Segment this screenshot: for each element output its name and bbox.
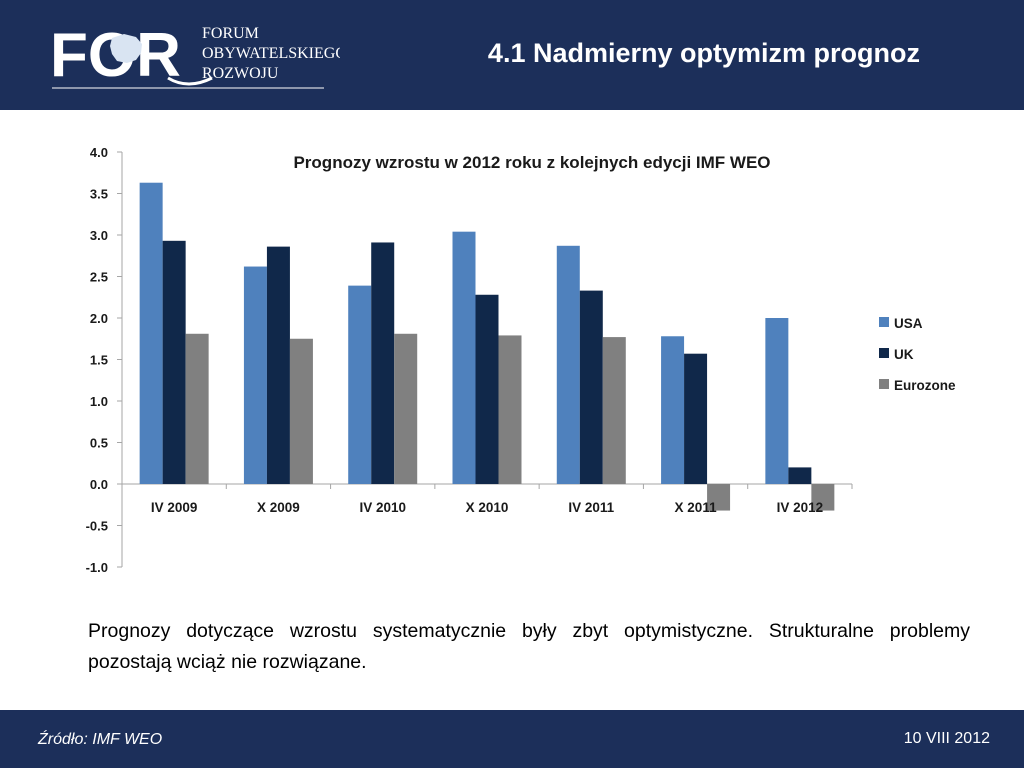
- footer-bar: Źródło: IMF WEO 10 VIII 2012: [0, 710, 1024, 768]
- bar-uk-x-2010: [475, 294, 499, 484]
- y-tick-label: 3.0: [90, 228, 108, 243]
- bar-uk-iv-2009: [162, 240, 186, 484]
- bar-usa-x-2009: [243, 266, 267, 484]
- y-tick-label: 3.5: [90, 187, 108, 202]
- bar-eurozone-iv-2009: [185, 333, 209, 484]
- for-logo: FOR FORUM OBYWATELSKIEGO ROZWOJU: [50, 21, 340, 90]
- x-category-label: X 2011: [675, 500, 718, 515]
- y-tick-label: 2.0: [90, 311, 108, 326]
- date-label: 10 VIII 2012: [903, 730, 990, 747]
- y-tick-label: 1.5: [90, 353, 108, 368]
- bar-uk-iv-2012: [788, 467, 812, 484]
- logo-swoosh: [167, 76, 213, 86]
- y-tick-label: -1.0: [86, 560, 108, 575]
- logo-line-3: ROZWOJU: [202, 65, 279, 82]
- source-note: Źródło: IMF WEO: [38, 731, 163, 748]
- header-bar: FOR FORUM OBYWATELSKIEGO ROZWOJU 4.1 Nad…: [0, 0, 1024, 110]
- x-category-label: IV 2009: [151, 500, 198, 515]
- x-category-label: X 2009: [257, 500, 300, 515]
- slide-title: 4.1 Nadmierny optymizm prognoz: [487, 38, 920, 68]
- y-tick-label: 0.5: [90, 436, 108, 451]
- y-tick-label: 4.0: [90, 145, 108, 160]
- chart-title: Prognozy wzrostu w 2012 roku z kolejnych…: [293, 153, 770, 172]
- x-category-label: IV 2011: [568, 500, 614, 515]
- y-tick-label: 1.0: [90, 394, 108, 409]
- legend-swatch-eurozone: [879, 379, 889, 389]
- bar-usa-iv-2010: [348, 285, 372, 484]
- bar-eurozone-x-2010: [498, 335, 522, 484]
- bar-usa-iv-2011: [556, 245, 580, 484]
- x-category-label: X 2010: [466, 500, 509, 515]
- legend-swatch-uk: [879, 348, 889, 358]
- bar-uk-x-2011: [684, 353, 708, 484]
- x-category-label: IV 2012: [777, 500, 824, 515]
- bar-usa-x-2010: [452, 231, 476, 484]
- legend-label-eurozone: Eurozone: [894, 378, 956, 393]
- bar-usa-iv-2009: [139, 182, 163, 484]
- x-category-label: IV 2010: [359, 500, 406, 515]
- bar-uk-iv-2010: [371, 242, 395, 484]
- legend-label-usa: USA: [894, 316, 923, 331]
- y-tick-label: 0.0: [90, 477, 108, 492]
- bar-usa-x-2011: [661, 336, 685, 484]
- bar-uk-x-2009: [266, 246, 290, 484]
- logo-line-2: OBYWATELSKIEGO: [202, 45, 340, 62]
- legend-label-uk: UK: [894, 347, 914, 362]
- description-text: Prognozy dotyczące wzrostu systematyczni…: [88, 620, 970, 673]
- growth-forecast-chart: 4.0 3.5 3.0 2.5 2.0 1.5 1.0 0.5 0.0 -0.5 -1.0 IV 20…: [86, 145, 956, 575]
- bar-eurozone-x-2009: [289, 338, 313, 484]
- bar-eurozone-iv-2010: [394, 333, 418, 484]
- bar-uk-iv-2011: [579, 290, 603, 484]
- bar-eurozone-x-2011: [707, 484, 731, 511]
- legend-swatch-usa: [879, 317, 889, 327]
- bar-usa-iv-2012: [765, 318, 789, 484]
- poland-map-icon: [110, 34, 142, 63]
- logo-line-1: FORUM: [202, 25, 259, 42]
- bar-eurozone-iv-2011: [602, 337, 626, 484]
- bar-eurozone-iv-2012: [811, 484, 835, 511]
- y-tick-label: -0.5: [86, 519, 108, 534]
- y-tick-label: 2.5: [90, 270, 108, 285]
